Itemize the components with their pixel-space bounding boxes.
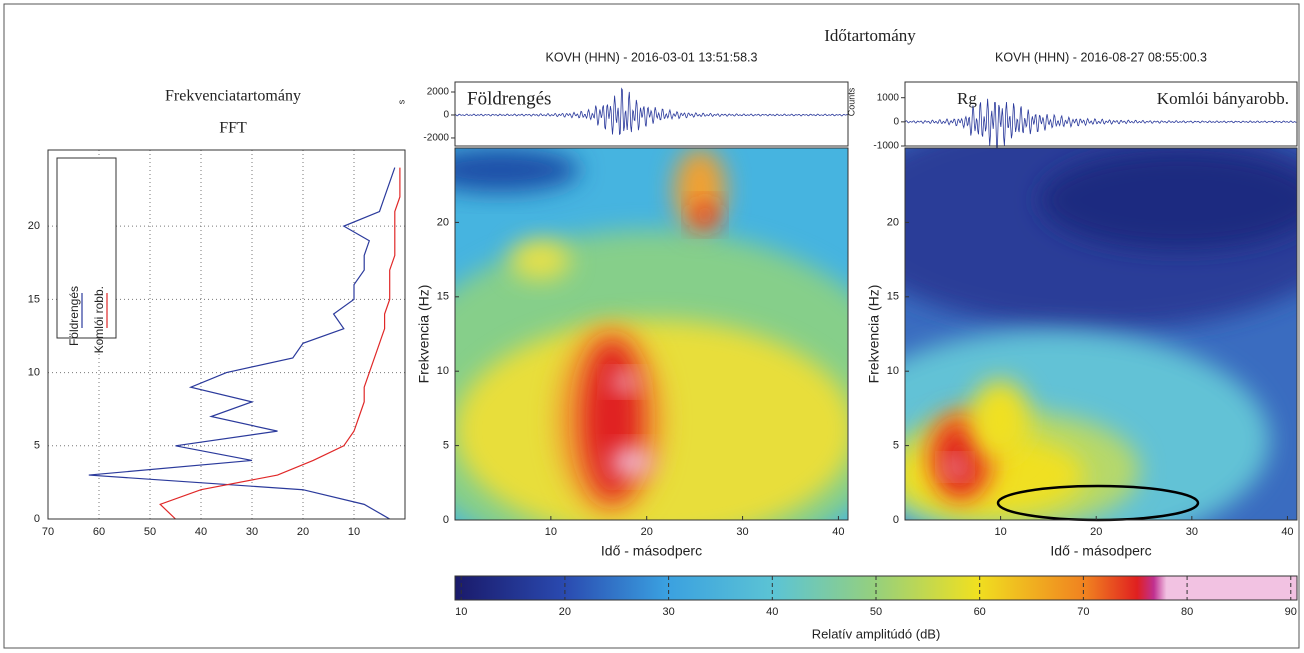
y-tick-label: -2000: [423, 133, 449, 144]
y-tick-label: 15: [887, 291, 899, 303]
spectrogram-blob: [582, 340, 642, 500]
y-tick-label: 10: [887, 365, 899, 377]
x-tick-label: 30: [246, 526, 258, 538]
colorbar-tick-label: 90: [1285, 606, 1297, 618]
y-axis-label: Counts: [846, 87, 856, 116]
annotation: Komlói bányarobb.: [1157, 89, 1289, 108]
y-tick-label: 2000: [427, 87, 450, 98]
y-axis-label: s: [396, 99, 406, 104]
x-tick-label: 40: [195, 526, 207, 538]
spectrogram-blob: [970, 380, 1030, 460]
y-tick-label: 0: [893, 514, 899, 526]
chart-subtitle: FFT: [219, 120, 247, 137]
figure-title: Időtartomány: [824, 26, 916, 45]
spectrogram: [455, 148, 848, 520]
spectrogram-blob: [510, 240, 570, 280]
colorbar-tick-label: 20: [559, 606, 571, 618]
colorbar-tick-label: 50: [870, 606, 882, 618]
spectrogram-blob: [1040, 150, 1297, 250]
colorbar-label: Relatív amplitúdó (dB): [812, 626, 941, 641]
y-tick-label: -1000: [873, 141, 899, 152]
y-axis-label: Frekvencia (Hz): [416, 285, 432, 384]
y-tick-label: 20: [28, 220, 40, 232]
x-tick-label: 20: [1090, 526, 1102, 538]
y-tick-label: 0: [443, 110, 449, 121]
colorbar-tick-label: 60: [974, 606, 986, 618]
chart-subtitle: KOVH (HHN) - 2016-08-27 08:55:00.3: [995, 50, 1207, 64]
y-tick-label: 0: [893, 116, 899, 127]
colorbar-tick-label: 80: [1181, 606, 1193, 618]
annotation: Rg: [957, 89, 977, 108]
y-tick-label: 20: [437, 216, 449, 228]
x-tick-label: 70: [42, 526, 54, 538]
x-tick-label: 10: [545, 526, 557, 538]
waveform: [904, 98, 1297, 150]
y-tick-label: 5: [443, 440, 449, 452]
x-tick-label: 10: [994, 526, 1006, 538]
spectrogram-blob: [938, 425, 982, 495]
y-tick-label: 5: [893, 440, 899, 452]
plot-area: [88, 167, 401, 519]
x-tick-label: 30: [736, 526, 748, 538]
figure-border: [3, 3, 1300, 649]
colorbar-tick-label: 70: [1077, 606, 1089, 618]
x-tick-label: 10: [348, 526, 360, 538]
chart-title: Frekvenciatartomány: [165, 88, 301, 105]
plot-frame: [47, 149, 406, 520]
x-tick-label: 60: [93, 526, 105, 538]
x-tick-label: 50: [144, 526, 156, 538]
plot-frame: [904, 81, 1298, 147]
x-tick-label: 20: [297, 526, 309, 538]
spectrogram-blob: [945, 459, 965, 475]
y-tick-label: 0: [34, 513, 40, 525]
y-tick-label: 10: [28, 366, 40, 378]
plot-frame: [454, 81, 849, 147]
spectrogram: [905, 148, 1297, 520]
x-tick-label: 40: [1281, 526, 1293, 538]
chart-subtitle: KOVH (HHN) - 2016-03-01 13:51:58.3: [546, 50, 758, 64]
spectrogram-blob: [611, 373, 639, 391]
annotation: Földrengés: [467, 88, 551, 109]
spectrogram-blob: [455, 148, 580, 192]
y-tick-label: 5: [34, 440, 40, 452]
y-axis-label: Frekvencia (Hz): [866, 285, 882, 384]
fft-line: [159, 167, 401, 519]
y-tick-label: 1000: [877, 92, 900, 103]
colorbar-tick-label: 30: [662, 606, 674, 618]
plot-frame: [454, 147, 849, 521]
legend-box: [56, 157, 117, 339]
legend-label: Komlói robb.: [92, 286, 106, 353]
x-tick-label: 40: [832, 526, 844, 538]
x-axis-label: Idő - másodperc: [601, 543, 702, 559]
colorbar-tick-label: 40: [766, 606, 778, 618]
fft-line: [88, 167, 396, 519]
x-tick-label: 30: [1186, 526, 1198, 538]
x-tick-label: 20: [641, 526, 653, 538]
x-axis-label: Idő - másodperc: [1050, 543, 1151, 559]
y-tick-label: 10: [437, 365, 449, 377]
colorbar-tick-label: 10: [455, 606, 467, 618]
waveform: [455, 87, 848, 136]
spectrogram-blob: [610, 448, 654, 476]
y-tick-label: 0: [443, 514, 449, 526]
y-tick-label: 15: [28, 293, 40, 305]
y-tick-label: 20: [887, 216, 899, 228]
y-tick-label: 15: [437, 291, 449, 303]
plot-frame: [904, 147, 1298, 521]
spectrogram-blob: [693, 203, 717, 227]
legend-label: Földrengés: [67, 286, 81, 346]
